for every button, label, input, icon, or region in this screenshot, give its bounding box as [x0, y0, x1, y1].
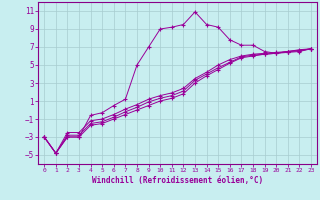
X-axis label: Windchill (Refroidissement éolien,°C): Windchill (Refroidissement éolien,°C)	[92, 176, 263, 185]
